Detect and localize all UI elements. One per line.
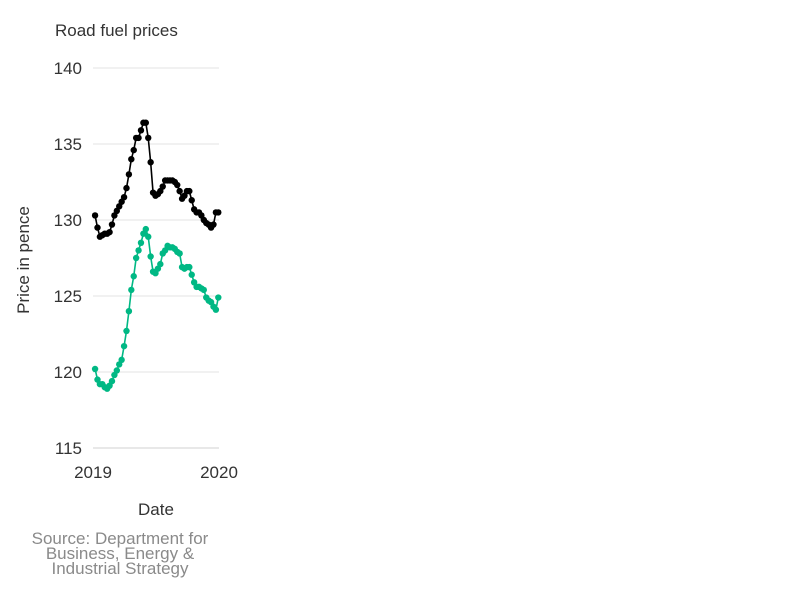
data-point bbox=[145, 233, 152, 240]
data-point bbox=[188, 271, 195, 278]
data-point bbox=[215, 209, 222, 216]
x-axis-label: Date bbox=[138, 500, 174, 519]
series-lines bbox=[94, 121, 220, 390]
data-point bbox=[128, 156, 135, 163]
data-point bbox=[147, 253, 154, 260]
gridlines bbox=[93, 67, 219, 449]
x-tick-label: 2019 bbox=[74, 463, 112, 482]
data-point bbox=[91, 365, 99, 373]
data-point bbox=[135, 247, 142, 254]
data-point bbox=[210, 221, 217, 228]
data-point bbox=[174, 181, 181, 189]
chart-title: Road fuel prices bbox=[55, 21, 178, 40]
source-note: Source: Department for Business, Energy … bbox=[31, 529, 209, 578]
data-point bbox=[128, 286, 135, 294]
data-point bbox=[108, 221, 116, 228]
data-point bbox=[137, 239, 145, 246]
data-point bbox=[125, 308, 133, 315]
x-tick-label: 2020 bbox=[200, 463, 238, 482]
y-tick-label: 125 bbox=[54, 287, 82, 306]
data-point bbox=[186, 263, 193, 271]
data-point bbox=[142, 225, 150, 233]
data-point bbox=[120, 342, 128, 350]
data-point bbox=[147, 159, 154, 166]
data-point bbox=[212, 306, 220, 313]
data-point bbox=[108, 377, 116, 385]
data-point bbox=[132, 254, 140, 262]
y-tick-label: 115 bbox=[55, 439, 82, 458]
y-tick-label: 120 bbox=[54, 363, 82, 382]
data-point bbox=[106, 228, 113, 236]
data-point bbox=[123, 184, 130, 192]
series-line-2 bbox=[94, 228, 220, 390]
data-point bbox=[120, 194, 128, 201]
y-tick-label: 130 bbox=[54, 211, 82, 230]
data-point bbox=[159, 183, 166, 190]
data-point bbox=[135, 134, 142, 142]
data-point bbox=[188, 197, 195, 204]
series-points bbox=[91, 119, 222, 392]
data-point bbox=[94, 224, 101, 231]
data-point bbox=[113, 367, 121, 374]
data-point bbox=[137, 127, 145, 134]
data-point bbox=[186, 187, 193, 195]
data-point bbox=[91, 212, 99, 219]
y-axis-label: Price in pence bbox=[14, 206, 33, 314]
data-point bbox=[176, 250, 183, 257]
data-point bbox=[118, 356, 125, 364]
y-tick-label: 135 bbox=[54, 135, 82, 154]
y-tick-label: 140 bbox=[54, 59, 82, 78]
data-point bbox=[145, 134, 152, 142]
data-point bbox=[200, 286, 208, 294]
data-point bbox=[157, 260, 164, 268]
data-point bbox=[125, 171, 133, 178]
data-point bbox=[142, 119, 150, 126]
data-point bbox=[123, 327, 130, 335]
data-point bbox=[176, 187, 183, 195]
x-axis-tick-labels: 2019 2020 bbox=[74, 463, 238, 482]
y-axis-tick-labels: 115 120 125 130 135 140 bbox=[54, 59, 82, 458]
data-point bbox=[215, 294, 222, 301]
data-point bbox=[130, 273, 137, 280]
data-point bbox=[130, 146, 137, 154]
